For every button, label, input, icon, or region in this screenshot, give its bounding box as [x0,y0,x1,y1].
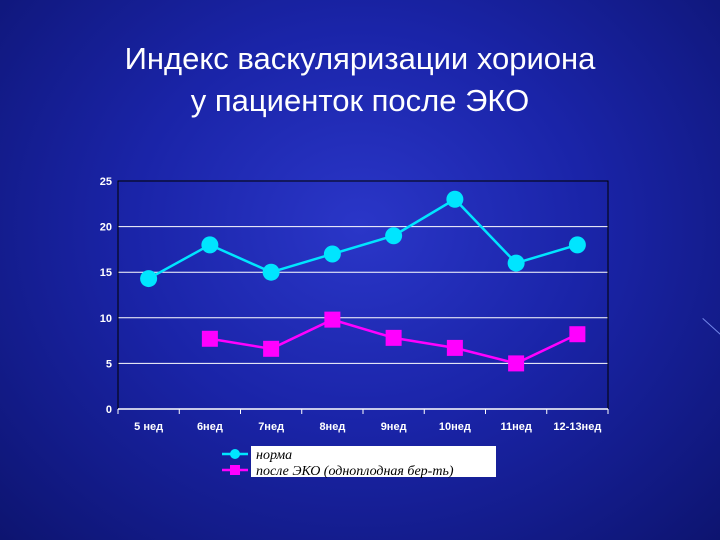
data-point [568,236,586,254]
data-point [446,190,464,208]
data-point [262,263,280,281]
y-tick-label: 10 [100,313,112,325]
legend-label: после ЭКО (одноплодная бер-ть) [256,464,454,479]
data-point [263,340,280,357]
chart-grid [118,180,608,364]
y-tick-label: 5 [106,358,112,370]
legend-marker [230,449,240,459]
plot-area [117,180,609,410]
data-point [201,236,219,254]
x-tick-label: 8нед [319,421,345,433]
data-point [324,311,341,328]
chart-series [140,190,586,372]
y-tick-label: 20 [100,222,112,234]
data-point [507,254,525,272]
slide-title-line-2: у пациенток после ЭКО [190,83,530,118]
x-tick-label: 7нед [258,421,284,433]
legend-label: норма [256,448,292,463]
x-tick-label: 9нед [381,421,407,433]
slide-title: Индекс васкуляризации хориона у пациенто… [20,38,700,122]
slide-title-line-1: Индекс васкуляризации хориона [124,41,596,76]
data-point [385,227,403,245]
y-tick-label: 25 [100,176,112,188]
x-tick-label: 10нед [439,421,471,433]
data-point [201,330,218,347]
data-point [569,326,586,343]
legend-marker [230,465,240,475]
legend-box [251,446,496,477]
x-tick-label: 6нед [197,421,223,433]
series-line-1 [148,197,578,280]
x-tick-label: 11нед [500,421,531,433]
x-tick-label: 5 нед [134,421,163,433]
y-tick-label: 0 [106,404,112,416]
x-tick-label: 12-13нед [553,421,601,433]
y-tick-label: 15 [100,267,112,279]
data-point [140,270,158,288]
data-point [508,355,525,372]
data-point [385,329,402,346]
chart-axes: 0 5 10 15 20 25 5 нед 6нед 7нед 8нед 9нед 10нед 11не… [100,176,609,433]
data-point [323,245,341,263]
data-point [446,339,463,356]
